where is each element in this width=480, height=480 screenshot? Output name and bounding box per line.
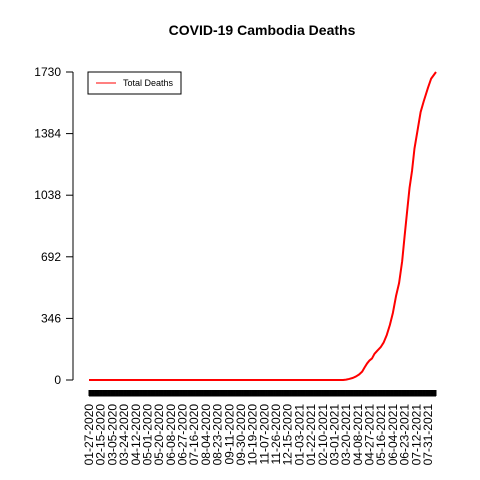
- x-tick-label: 02-15-2020: [94, 404, 108, 466]
- x-tick-band: [88, 390, 437, 396]
- x-tick-label: 04-12-2020: [129, 404, 143, 466]
- plot-area: [89, 71, 437, 381]
- x-tick-label: 07-31-2021: [421, 404, 435, 466]
- x-tick-label: 12-15-2020: [281, 404, 295, 466]
- x-tick-label: 06-23-2021: [398, 404, 412, 466]
- x-tick-label: 06-27-2020: [176, 404, 190, 466]
- y-tick-label: 1384: [34, 127, 61, 141]
- legend-box: [87, 71, 182, 95]
- x-tick-label: 09-11-2020: [222, 404, 236, 465]
- x-tick-label: 11-07-2020: [257, 404, 271, 465]
- x-axis: 01-27-202002-15-202003-05-202003-24-2020…: [82, 390, 437, 466]
- x-tick-label: 05-20-2020: [152, 404, 166, 466]
- y-tick-label: 692: [41, 250, 61, 264]
- x-tick-label: 01-22-2021: [304, 404, 318, 466]
- x-tick-label: 09-30-2020: [234, 404, 248, 466]
- legend-entry-total-deaths: Total Deaths: [123, 78, 174, 88]
- x-tick-label: 07-12-2021: [409, 404, 423, 466]
- x-tick-label: 05-01-2020: [140, 404, 154, 466]
- x-tick-label: 03-01-2021: [327, 404, 341, 466]
- x-tick-label: 04-27-2021: [363, 404, 377, 466]
- x-tick-label: 05-16-2021: [374, 404, 388, 466]
- chart-title: COVID-19 Cambodia Deaths: [169, 22, 356, 38]
- x-tick-label: 08-23-2020: [211, 404, 225, 466]
- x-tick-label: 02-10-2021: [316, 404, 330, 466]
- series-line-total-deaths: [89, 71, 437, 381]
- y-tick-label: 1038: [34, 188, 61, 202]
- y-tick-label: 1730: [34, 65, 61, 79]
- y-tick-label: 0: [54, 373, 61, 387]
- x-tick-label: 06-08-2020: [164, 404, 178, 466]
- x-tick-label: 01-03-2021: [292, 404, 306, 466]
- x-tick-label: 01-27-2020: [82, 404, 96, 466]
- x-tick-label: 03-24-2020: [117, 404, 131, 466]
- legend: Total Deaths: [87, 71, 182, 95]
- y-axis: 0 346 692 1038 1384 1730: [34, 65, 74, 387]
- y-tick-label: 346: [41, 311, 61, 325]
- x-tick-label: 03-20-2021: [339, 404, 353, 466]
- x-tick-label: 08-04-2020: [199, 404, 213, 466]
- x-tick-label: 04-08-2021: [351, 404, 365, 466]
- x-tick-label: 10-19-2020: [246, 404, 260, 466]
- x-tick-label: 03-05-2020: [105, 404, 119, 466]
- x-tick-label: 07-16-2020: [187, 404, 201, 466]
- x-tick-label: 06-04-2021: [386, 404, 400, 466]
- x-tick-label: 11-26-2020: [269, 404, 283, 465]
